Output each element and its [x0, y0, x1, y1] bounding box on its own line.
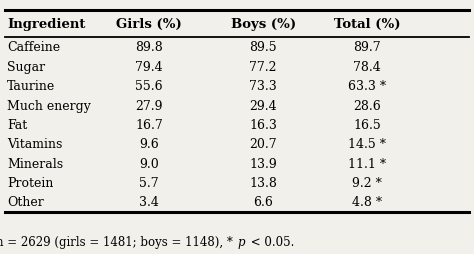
Text: 13.9: 13.9 — [249, 157, 277, 170]
Text: 63.3 *: 63.3 * — [348, 80, 386, 93]
Text: Much energy: Much energy — [7, 99, 91, 112]
Text: 73.3: 73.3 — [249, 80, 277, 93]
Text: 3.4: 3.4 — [139, 196, 159, 209]
Text: 29.4: 29.4 — [249, 99, 277, 112]
Text: 6.6: 6.6 — [253, 196, 273, 209]
Text: 16.7: 16.7 — [136, 119, 163, 131]
Text: n = 2629 (girls = 1481; boys = 1148), *: n = 2629 (girls = 1481; boys = 1148), * — [0, 235, 237, 248]
Text: Other: Other — [7, 196, 44, 209]
Text: Caffeine: Caffeine — [7, 41, 60, 54]
Text: 5.7: 5.7 — [139, 177, 159, 189]
Text: 14.5 *: 14.5 * — [348, 138, 386, 151]
Text: Protein: Protein — [7, 177, 54, 189]
Text: Girls (%): Girls (%) — [117, 18, 182, 31]
Text: 27.9: 27.9 — [136, 99, 163, 112]
Text: 55.6: 55.6 — [136, 80, 163, 93]
Text: 89.7: 89.7 — [354, 41, 381, 54]
Text: 20.7: 20.7 — [249, 138, 277, 151]
Text: 11.1 *: 11.1 * — [348, 157, 386, 170]
Text: Fat: Fat — [7, 119, 27, 131]
Text: Total (%): Total (%) — [334, 18, 401, 31]
Text: 79.4: 79.4 — [136, 61, 163, 73]
Text: Ingredient: Ingredient — [7, 18, 85, 31]
Text: 77.2: 77.2 — [249, 61, 277, 73]
Text: 89.8: 89.8 — [136, 41, 163, 54]
Text: Vitamins: Vitamins — [7, 138, 63, 151]
Text: 9.0: 9.0 — [139, 157, 159, 170]
Text: Sugar: Sugar — [7, 61, 45, 73]
Text: 16.5: 16.5 — [354, 119, 381, 131]
Text: 28.6: 28.6 — [354, 99, 381, 112]
Text: 78.4: 78.4 — [354, 61, 381, 73]
Text: Minerals: Minerals — [7, 157, 63, 170]
Text: p: p — [237, 235, 245, 248]
Text: 89.5: 89.5 — [249, 41, 277, 54]
Text: 9.6: 9.6 — [139, 138, 159, 151]
Text: Taurine: Taurine — [7, 80, 55, 93]
Text: 4.8 *: 4.8 * — [352, 196, 383, 209]
Text: < 0.05.: < 0.05. — [246, 235, 294, 248]
Text: Boys (%): Boys (%) — [230, 18, 296, 31]
Text: 13.8: 13.8 — [249, 177, 277, 189]
Text: 16.3: 16.3 — [249, 119, 277, 131]
Text: 9.2 *: 9.2 * — [352, 177, 383, 189]
